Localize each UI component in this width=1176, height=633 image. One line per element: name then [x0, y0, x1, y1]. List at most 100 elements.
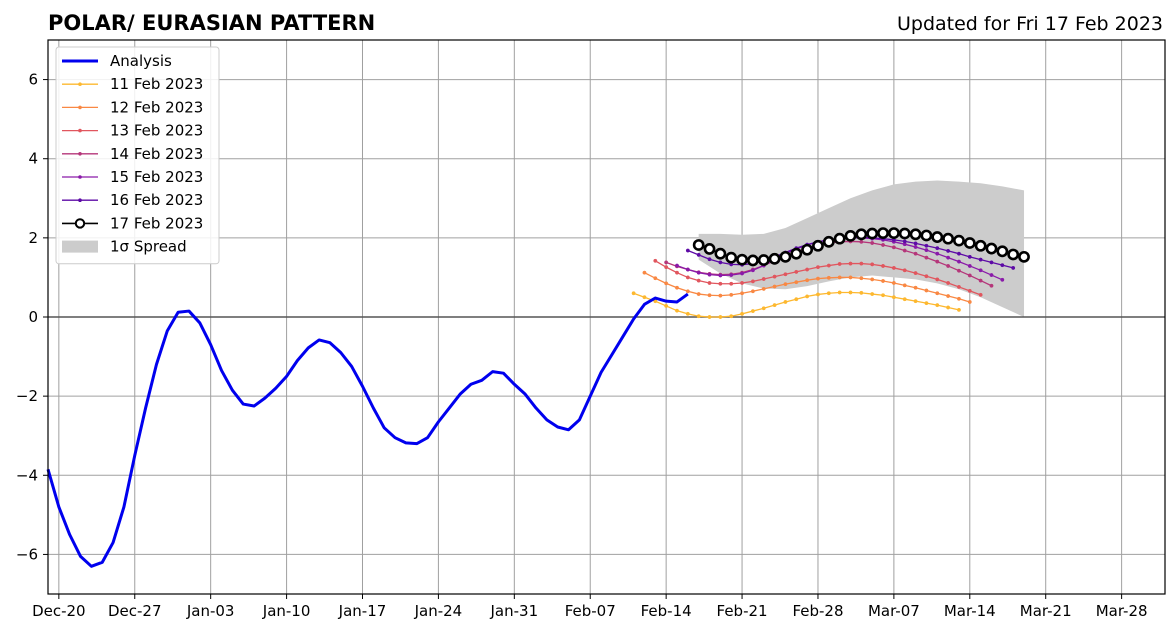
- series-point: [826, 275, 831, 280]
- series-point: [783, 272, 788, 277]
- series-point: [967, 254, 972, 259]
- series-point: [696, 292, 701, 296]
- legend-label: 13 Feb 2023: [110, 122, 203, 140]
- legend-marker: [78, 82, 82, 86]
- x-tick-label: Jan-10: [262, 602, 311, 620]
- series-point: [685, 275, 690, 280]
- series-point: [664, 281, 669, 286]
- series-point: [642, 270, 647, 275]
- series-point: [957, 259, 961, 264]
- legend-swatch: [62, 240, 98, 253]
- series-point: [924, 288, 929, 293]
- series-point: [985, 242, 998, 255]
- series-point: [870, 241, 875, 245]
- series-point: [989, 273, 994, 278]
- series-point: [887, 227, 900, 240]
- series-point: [1000, 263, 1005, 268]
- series-point: [685, 267, 690, 272]
- series-point: [631, 291, 636, 296]
- series-point: [794, 297, 799, 302]
- series-point: [805, 294, 810, 299]
- series-point: [891, 245, 896, 250]
- series-point: [729, 292, 734, 297]
- series-point: [707, 293, 712, 298]
- series-point: [714, 247, 727, 260]
- series-point: [1018, 250, 1030, 263]
- series-point: [718, 260, 723, 265]
- legend-marker: [78, 198, 82, 202]
- legend-marker: [78, 128, 82, 133]
- series-point: [942, 232, 955, 245]
- series-point: [946, 264, 951, 268]
- series-point: [902, 239, 907, 244]
- series-point: [837, 275, 842, 280]
- series-point: [816, 292, 820, 297]
- legend-item-14-feb-2023: 14 Feb 2023: [62, 145, 203, 163]
- chart-title: POLAR/ EURASIAN PATTERN: [48, 11, 375, 35]
- x-tick-label: Feb-07: [565, 602, 616, 620]
- series-point: [812, 239, 824, 252]
- series-point: [913, 299, 918, 304]
- series-point: [747, 254, 759, 267]
- series-point: [946, 248, 951, 253]
- x-tick-label: Feb-14: [641, 602, 692, 620]
- series-point: [967, 264, 972, 268]
- legend-label: 14 Feb 2023: [110, 145, 203, 163]
- analysis-line: [46, 292, 689, 568]
- series-11-feb-2023: [631, 290, 961, 319]
- series-point: [761, 286, 766, 291]
- series-point: [978, 257, 983, 262]
- legend-item-16-feb-2023: 16 Feb 2023: [62, 191, 203, 209]
- series-point: [772, 284, 777, 289]
- series-point: [924, 248, 929, 253]
- series-point: [725, 251, 738, 264]
- series-point: [957, 307, 961, 312]
- series-point: [859, 276, 864, 281]
- series-point: [837, 262, 842, 266]
- legend-item-15-feb-2023: 15 Feb 2023: [62, 168, 203, 186]
- series-point: [859, 239, 864, 244]
- x-tick-label: Mar-21: [1020, 602, 1072, 620]
- legend: Analysis 11 Feb 2023 12 Feb 2023 13 Feb 202…: [55, 46, 220, 265]
- series-point: [740, 281, 745, 285]
- x-tick-label: Mar-28: [1096, 602, 1148, 620]
- series-point: [924, 274, 929, 279]
- series-point: [664, 303, 669, 308]
- series-point: [963, 237, 976, 249]
- series-point: [1011, 265, 1016, 270]
- series-point: [967, 288, 972, 293]
- series-point: [913, 245, 918, 249]
- y-tick-label: −6: [16, 545, 38, 563]
- series-point: [974, 239, 987, 252]
- series-point: [946, 255, 951, 260]
- series-point: [685, 248, 690, 253]
- series-point: [978, 268, 983, 273]
- updated-label: Updated for Fri 17 Feb 2023: [897, 13, 1163, 35]
- series-point: [718, 273, 723, 278]
- series-point: [870, 292, 875, 296]
- legend-marker: [78, 152, 82, 156]
- series-point: [772, 303, 777, 308]
- series-point: [675, 270, 679, 275]
- series-point: [692, 239, 705, 251]
- x-tick-label: Mar-07: [868, 602, 920, 620]
- series-point: [768, 252, 781, 265]
- series-point: [675, 263, 679, 268]
- legend-item-11-feb-2023: 11 Feb 2023: [62, 75, 203, 93]
- series-point: [881, 279, 885, 283]
- series-point: [953, 234, 965, 247]
- series-point: [870, 277, 875, 282]
- series-point: [859, 261, 864, 266]
- series-point: [881, 264, 885, 268]
- series-point: [946, 294, 951, 298]
- series-point: [913, 251, 918, 256]
- x-tick-label: Mar-14: [944, 602, 996, 620]
- series-point: [653, 276, 658, 281]
- series-point: [935, 251, 940, 256]
- legend-item-17-feb-2023: 17 Feb 2023: [62, 214, 203, 232]
- series-point: [783, 282, 788, 287]
- series-point: [783, 300, 788, 304]
- series-point: [957, 251, 961, 256]
- series-point: [696, 252, 701, 257]
